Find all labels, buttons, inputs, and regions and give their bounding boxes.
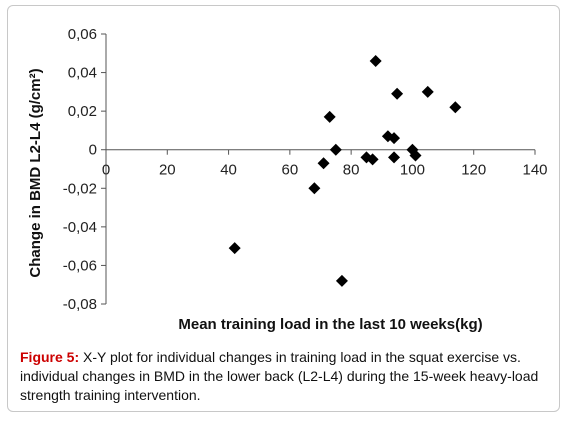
data-point bbox=[388, 132, 401, 145]
chart-points bbox=[228, 55, 462, 287]
figure-caption: Figure 5: X-Y plot for individual change… bbox=[20, 348, 550, 405]
data-point bbox=[449, 101, 462, 114]
y-tick-label: -0,02 bbox=[63, 180, 97, 197]
y-tick-label: -0,08 bbox=[63, 296, 97, 313]
caption-text: X-Y plot for individual changes in train… bbox=[20, 349, 539, 403]
data-point bbox=[388, 151, 401, 164]
data-point bbox=[335, 274, 348, 287]
x-tick-label: 40 bbox=[220, 162, 237, 179]
data-point bbox=[366, 153, 379, 166]
y-tick-label: 0 bbox=[89, 142, 97, 159]
y-tick-label: 0,06 bbox=[68, 26, 97, 43]
y-tick-label: -0,04 bbox=[63, 219, 97, 236]
x-tick-label: 80 bbox=[343, 162, 360, 179]
y-tick-label: -0,06 bbox=[63, 257, 97, 274]
data-point bbox=[308, 182, 321, 195]
y-axis-title: Change in BMD L2-L4 (g/cm²) bbox=[27, 68, 44, 277]
data-point bbox=[329, 143, 342, 156]
chart-axes: 0,06 0,04 0,02 0 -0,02 -0,04 -0,06 -0,08 0 20 40 60… bbox=[63, 26, 548, 313]
data-point bbox=[391, 87, 404, 100]
figure-frame bbox=[7, 5, 560, 412]
figure-label: Figure 5: bbox=[20, 349, 80, 365]
x-tick-label: 100 bbox=[400, 162, 425, 179]
x-axis-title: Mean training load in the last 10 weeks(… bbox=[178, 316, 482, 333]
data-point bbox=[228, 242, 241, 255]
x-tick-label: 20 bbox=[159, 162, 176, 179]
x-tick-label: 60 bbox=[282, 162, 299, 179]
y-tick-label: 0,04 bbox=[68, 65, 97, 82]
x-tick-label: 0 bbox=[102, 162, 110, 179]
x-tick-label: 120 bbox=[461, 162, 486, 179]
data-point bbox=[421, 85, 434, 98]
scatter-chart: 0,06 0,04 0,02 0 -0,02 -0,04 -0,06 -0,08 0 20 40 60… bbox=[27, 26, 548, 333]
data-point bbox=[409, 149, 422, 162]
x-tick-label: 140 bbox=[522, 162, 547, 179]
data-point bbox=[369, 55, 382, 67]
data-point bbox=[323, 110, 336, 123]
y-tick-label: 0,02 bbox=[68, 103, 97, 120]
data-point bbox=[317, 157, 330, 170]
